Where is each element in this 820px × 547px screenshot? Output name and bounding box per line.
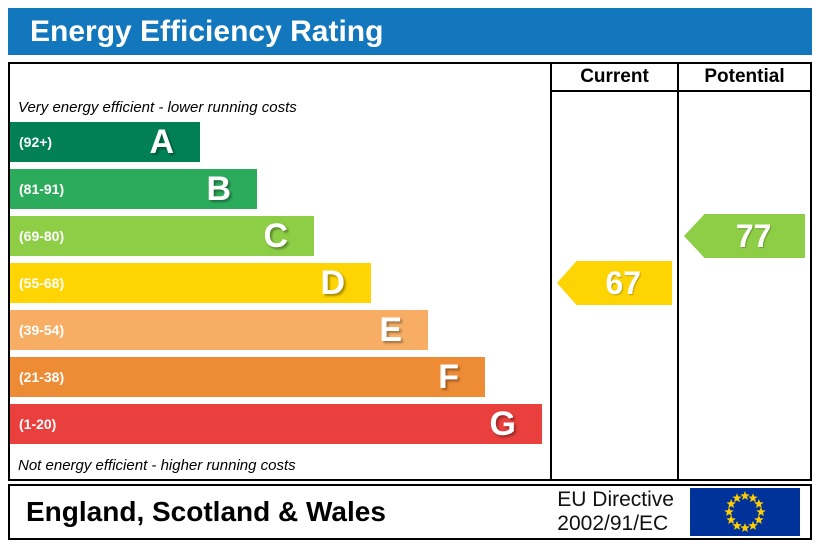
- footer: England, Scotland & Wales EU Directive 2…: [8, 484, 812, 540]
- bands: (92+) A (81-91) B (69-80) C (55-68) D (39-54) E (2…: [10, 122, 550, 451]
- band-range: (69-80): [19, 228, 65, 244]
- band-bar-G: (1-20) G: [10, 404, 542, 444]
- band-row-A: (92+) A: [10, 122, 550, 169]
- top-note: Very energy efficient - lower running co…: [18, 98, 297, 116]
- band-range: (92+): [19, 134, 53, 150]
- band-range: (81-91): [19, 181, 65, 197]
- band-letter: E: [379, 311, 402, 349]
- band-bar-A: (92+) A: [10, 122, 200, 162]
- band-range: (21-38): [19, 369, 65, 385]
- band-row-D: (55-68) D: [10, 263, 550, 310]
- band-row-B: (81-91) B: [10, 169, 550, 216]
- band-bar-C: (69-80) C: [10, 216, 314, 256]
- band-letter: B: [206, 170, 231, 208]
- band-row-E: (39-54) E: [10, 310, 550, 357]
- eu-directive-line2: 2002/91/EC: [557, 512, 669, 535]
- eu-directive-label: EU Directive 2002/91/EC: [557, 488, 674, 536]
- current-column-header: Current: [550, 64, 677, 92]
- band-letter: A: [149, 123, 174, 161]
- band-bar-B: (81-91) B: [10, 169, 257, 209]
- rating-chart: Current Potential Very energy efficient …: [8, 62, 812, 481]
- band-row-G: (1-20) G: [10, 404, 550, 451]
- band-letter: C: [263, 217, 288, 255]
- band-row-F: (21-38) F: [10, 357, 550, 404]
- page-title: Energy Efficiency Rating: [8, 8, 812, 55]
- band-bar-D: (55-68) D: [10, 263, 371, 303]
- band-range: (1-20): [19, 416, 57, 432]
- band-bar-F: (21-38) F: [10, 357, 485, 397]
- eu-flag-icon: [690, 488, 800, 536]
- region-label: England, Scotland & Wales: [26, 496, 386, 527]
- current-rating-value: 67: [605, 264, 642, 301]
- band-range: (55-68): [19, 275, 65, 291]
- eu-directive-line1: EU Directive: [557, 487, 674, 511]
- potential-rating-arrow: 77: [684, 214, 805, 258]
- current-column: 67: [550, 92, 677, 479]
- potential-column-header: Potential: [677, 64, 810, 92]
- rating-scale: Very energy efficient - lower running co…: [10, 92, 550, 479]
- bottom-note: Not energy efficient - higher running co…: [18, 456, 296, 474]
- potential-column: 77: [677, 92, 810, 479]
- header-spacer: [10, 64, 550, 92]
- band-letter: D: [320, 264, 345, 302]
- band-row-C: (69-80) C: [10, 216, 550, 263]
- band-letter: F: [438, 358, 459, 396]
- band-bar-E: (39-54) E: [10, 310, 428, 350]
- current-rating-arrow: 67: [557, 261, 672, 305]
- potential-rating-value: 77: [735, 217, 772, 254]
- band-range: (39-54): [19, 322, 65, 338]
- band-letter: G: [489, 405, 516, 443]
